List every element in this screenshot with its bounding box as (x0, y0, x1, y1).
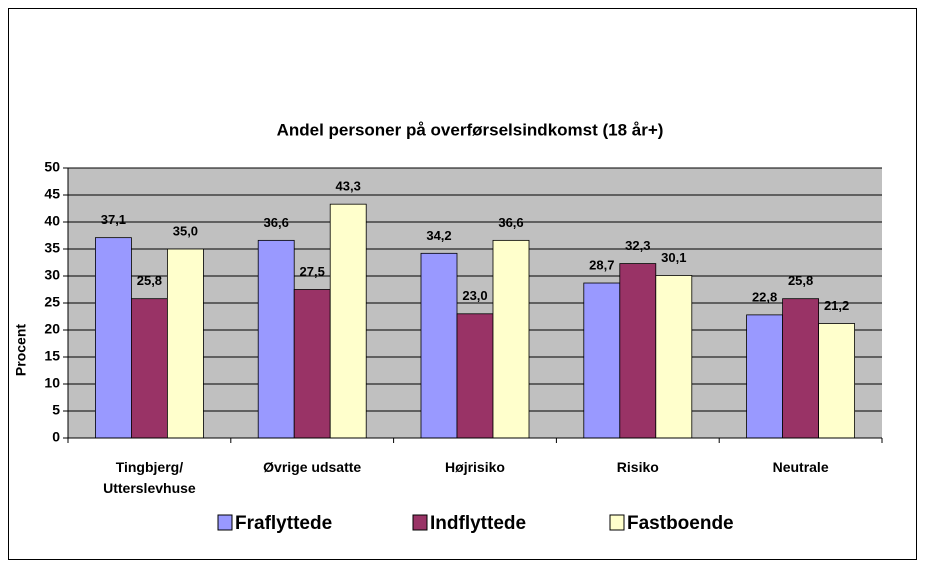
value-label: 25,8 (137, 273, 162, 288)
y-tick-label: 15 (44, 348, 60, 364)
bar (257, 239, 295, 439)
value-label: 36,6 (498, 215, 523, 230)
bar (95, 237, 132, 439)
value-label: 28,7 (589, 257, 614, 272)
value-label: 37,1 (101, 212, 126, 227)
bar (818, 323, 855, 439)
y-tick-label: 5 (52, 402, 60, 418)
y-tick-label: 40 (44, 213, 60, 229)
y-axis-label: Procent (13, 324, 29, 376)
y-tick-label: 0 (52, 429, 60, 445)
value-label: 27,5 (300, 264, 325, 279)
y-tick-label: 20 (44, 321, 60, 337)
legend-swatch (412, 514, 428, 531)
x-tick-label: Højrisiko (445, 459, 505, 475)
legend-swatch (609, 514, 625, 531)
x-tick-label: Tingbjerg/Utterslevhuse (103, 459, 196, 496)
bar (293, 289, 331, 439)
bar (655, 275, 693, 439)
x-tick-label: Risiko (617, 459, 659, 475)
value-label: 35,0 (173, 223, 198, 238)
value-label: 43,3 (336, 179, 361, 194)
bar (619, 263, 657, 439)
bar (130, 298, 168, 439)
y-tick-label: 35 (44, 240, 60, 256)
chart-title: Andel personer på overførselsindkomst (1… (277, 120, 664, 139)
bar (166, 248, 204, 439)
value-label: 22,8 (752, 289, 777, 304)
y-tick-label: 45 (44, 186, 60, 202)
bar (746, 314, 783, 439)
value-label: 34,2 (426, 228, 451, 243)
legend-swatch (217, 514, 233, 531)
bar (782, 298, 819, 439)
value-label: 30,1 (661, 250, 686, 265)
y-tick-label: 10 (44, 375, 60, 391)
bar (583, 282, 621, 439)
value-label: 36,6 (264, 215, 289, 230)
legend-label: Fraflyttede (235, 513, 332, 534)
bar (420, 252, 458, 439)
value-label: 21,2 (824, 298, 849, 313)
y-tick-label: 50 (44, 159, 60, 175)
legend-label: Fastboende (627, 513, 734, 534)
legend-label: Indflyttede (430, 513, 526, 534)
x-tick-label: Neutrale (773, 459, 829, 475)
value-label: 32,3 (625, 238, 650, 253)
bar (456, 313, 494, 439)
y-tick-label: 30 (44, 267, 60, 283)
value-label: 25,8 (788, 273, 813, 288)
y-tick-label: 25 (44, 294, 60, 310)
value-label: 23,0 (462, 288, 487, 303)
bar (492, 239, 530, 439)
bar (329, 203, 367, 439)
x-tick-label: Øvrige udsatte (263, 459, 361, 475)
